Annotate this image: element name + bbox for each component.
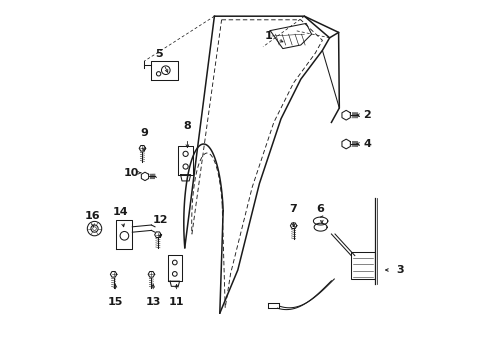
- Text: 12: 12: [153, 215, 168, 225]
- Text: 5: 5: [155, 49, 162, 59]
- Text: 4: 4: [364, 139, 371, 149]
- Text: 8: 8: [184, 121, 191, 131]
- Text: 15: 15: [108, 297, 123, 307]
- Text: 6: 6: [317, 204, 324, 214]
- Text: 2: 2: [364, 110, 371, 120]
- Text: 16: 16: [84, 211, 100, 221]
- Text: 14: 14: [113, 207, 128, 217]
- Text: 9: 9: [140, 128, 148, 138]
- Text: 13: 13: [146, 297, 161, 307]
- Text: 11: 11: [169, 297, 184, 307]
- Text: 7: 7: [290, 204, 297, 214]
- Text: 3: 3: [396, 265, 404, 275]
- Bar: [351, 252, 374, 279]
- Text: 10: 10: [124, 168, 139, 178]
- Text: 1: 1: [265, 31, 272, 41]
